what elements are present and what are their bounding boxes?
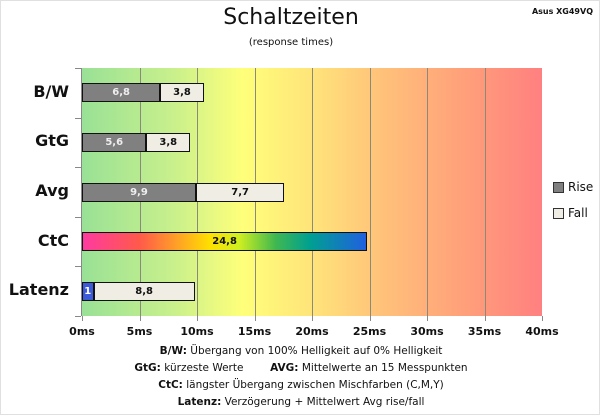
note-label: AVG:: [270, 362, 299, 374]
note-text: kürzeste Werte: [160, 362, 244, 374]
y-tick: [75, 266, 81, 268]
y-tick: [75, 316, 81, 317]
y-tick: [75, 117, 81, 119]
category-label: GtG: [35, 131, 69, 151]
legend-label: Fall: [568, 206, 588, 220]
x-tick-label: 15ms: [237, 325, 272, 338]
gridline: [427, 68, 428, 316]
category-label: B/W: [33, 81, 69, 101]
gridline: [312, 68, 313, 316]
y-tick: [75, 68, 81, 69]
note-text: Übergang von 100% Helligkeit auf 0% Hell…: [186, 345, 443, 357]
gridline: [369, 68, 371, 316]
bar-rise: 5,6: [82, 132, 147, 152]
bar-ctc: 24,8: [82, 232, 368, 252]
x-tick: [197, 316, 198, 321]
note-label: GtG:: [134, 362, 161, 374]
x-tick-label: 35ms: [467, 325, 502, 338]
x-tick: [484, 316, 486, 321]
notes: B/W: Übergang von 100% Helligkeit auf 0%…: [1, 343, 599, 411]
note-text: längster Übergang zwischen Mischfarben (…: [182, 379, 444, 391]
y-tick: [75, 216, 81, 218]
note-label: B/W:: [159, 345, 187, 357]
chart-title: Schaltzeiten: [223, 5, 359, 30]
bar-latency-delay: 1: [82, 281, 94, 301]
x-tick: [369, 316, 371, 321]
x-tick-label: 25ms: [352, 325, 387, 338]
y-tick: [75, 167, 81, 169]
x-tick: [254, 316, 256, 321]
chart-subtitle: (response times): [248, 37, 334, 48]
x-tick-label: 20ms: [295, 325, 329, 338]
category-label: Avg: [35, 181, 69, 200]
x-tick-label: 5ms: [126, 325, 153, 338]
gridline: [484, 68, 486, 316]
legend-label: Rise: [568, 180, 594, 194]
note-text: Verzögerung + Mittelwert Avg rise/fall: [221, 396, 425, 408]
category-label: CtC: [37, 230, 69, 250]
bar-fall: 3,8: [146, 132, 191, 152]
note-text: Mittelwerte an 15 Messpunkten: [298, 362, 468, 374]
note-latenz: Latenz: Verzögerung + Mittelwert Avg ris…: [1, 394, 599, 411]
x-tick: [542, 316, 543, 321]
bar-fall: 7,7: [195, 182, 285, 202]
x-tick: [82, 316, 83, 321]
bar-fall: 3,8: [160, 83, 204, 103]
note-bw: B/W: Übergang von 100% Helligkeit auf 0%…: [1, 343, 599, 360]
bar-rise: 9,9: [82, 182, 196, 202]
x-tick: [427, 316, 428, 321]
note-label: CtC:: [158, 379, 183, 391]
bar-fall: 8,8: [93, 281, 195, 301]
model-label: Asus XG49VQ: [531, 7, 593, 16]
x-tick-label: 10ms: [180, 325, 214, 338]
legend-swatch-fall: [553, 207, 564, 219]
y-axis: [81, 68, 82, 316]
x-tick-label: 30ms: [410, 325, 444, 338]
legend-rise: Rise: [553, 180, 593, 194]
note-ctc: CtC: längster Übergang zwischen Mischfar…: [1, 377, 599, 394]
category-label: Latenz: [8, 280, 69, 300]
bar-rise: 6,8: [82, 83, 161, 103]
legend-fall: Fall: [553, 206, 588, 220]
x-tick: [312, 316, 313, 321]
x-tick: [139, 316, 141, 321]
note-label: Latenz:: [177, 396, 222, 408]
x-tick-label: 0ms: [69, 325, 95, 338]
x-tick-label: 40ms: [525, 325, 559, 338]
legend-swatch-rise: [553, 181, 564, 193]
note-gtg-avg: GtG: kürzeste Werte AVG: Mittelwerte an …: [1, 360, 599, 377]
